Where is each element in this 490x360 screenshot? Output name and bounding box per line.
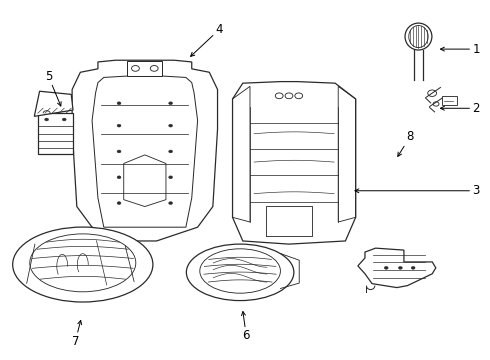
Circle shape	[169, 202, 172, 204]
Circle shape	[169, 150, 172, 153]
Circle shape	[295, 93, 303, 99]
Circle shape	[45, 118, 49, 121]
Circle shape	[131, 66, 139, 71]
Circle shape	[169, 124, 172, 127]
Circle shape	[169, 176, 172, 179]
Circle shape	[117, 150, 121, 153]
Text: 2: 2	[441, 102, 480, 115]
Circle shape	[433, 102, 439, 106]
Text: 8: 8	[398, 130, 414, 156]
Polygon shape	[34, 91, 73, 116]
Text: 7: 7	[72, 320, 82, 348]
Text: 1: 1	[441, 42, 480, 55]
Circle shape	[117, 176, 121, 179]
Text: 3: 3	[355, 184, 480, 197]
Circle shape	[117, 124, 121, 127]
Polygon shape	[38, 113, 73, 154]
Text: 4: 4	[191, 23, 223, 57]
Ellipse shape	[186, 244, 294, 301]
Circle shape	[117, 102, 121, 105]
Circle shape	[428, 90, 437, 96]
Circle shape	[285, 93, 293, 99]
Ellipse shape	[405, 23, 432, 50]
Circle shape	[150, 66, 158, 71]
Text: 5: 5	[45, 69, 61, 106]
Polygon shape	[72, 60, 218, 241]
Circle shape	[117, 202, 121, 204]
Polygon shape	[233, 82, 356, 244]
Bar	[442, 96, 457, 105]
Circle shape	[384, 266, 388, 269]
Circle shape	[62, 118, 66, 121]
Circle shape	[275, 93, 283, 99]
Circle shape	[411, 266, 415, 269]
Circle shape	[169, 102, 172, 105]
Polygon shape	[358, 248, 436, 288]
Circle shape	[398, 266, 402, 269]
Text: 6: 6	[242, 311, 250, 342]
Polygon shape	[127, 61, 162, 76]
Ellipse shape	[13, 227, 153, 302]
